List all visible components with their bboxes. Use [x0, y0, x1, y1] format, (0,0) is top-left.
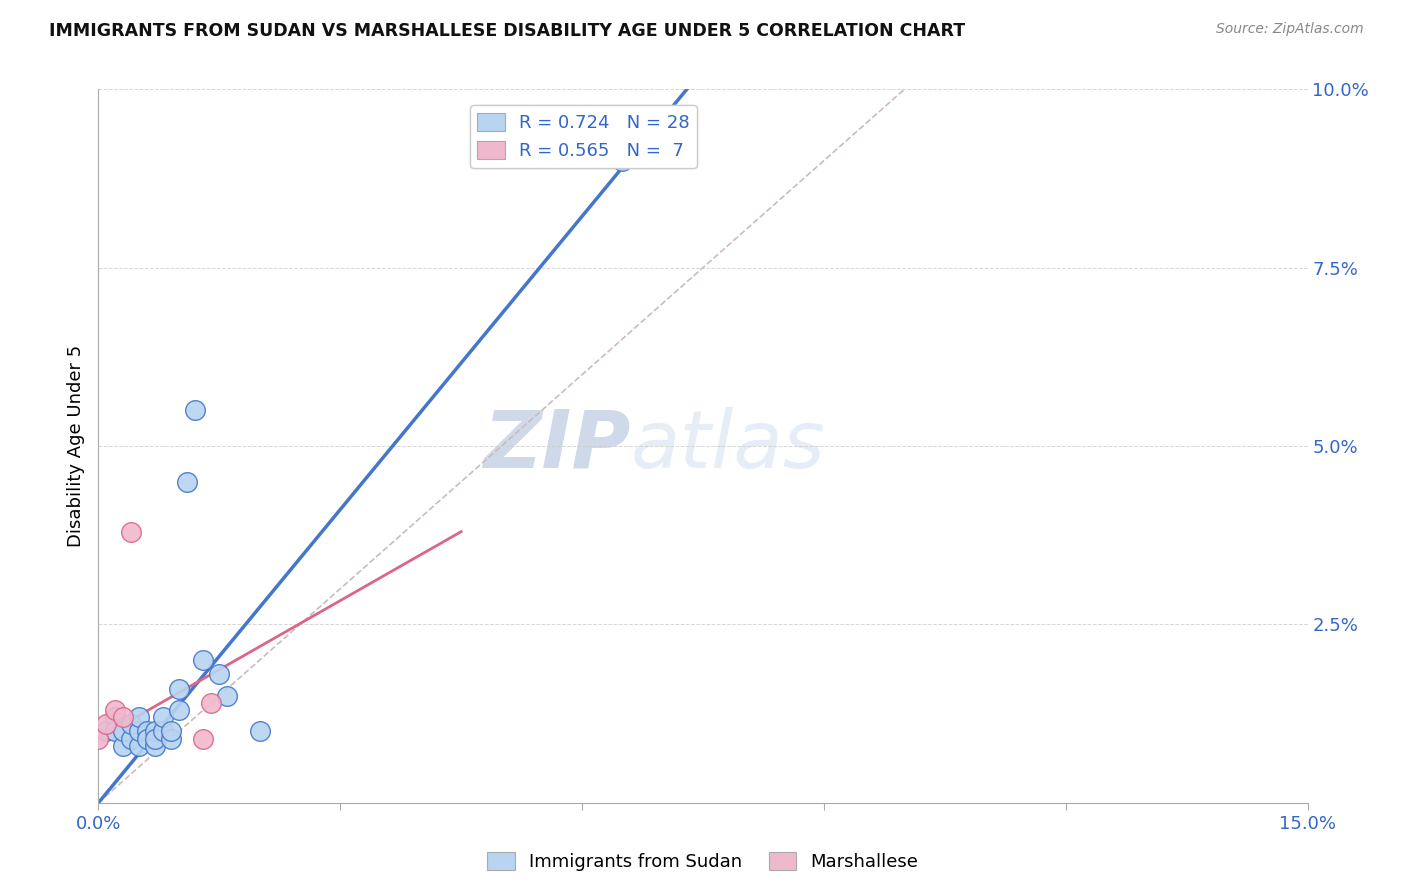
Point — [87, 731, 110, 746]
Point — [103, 703, 125, 717]
Legend: R = 0.724   N = 28, R = 0.565   N =  7: R = 0.724 N = 28, R = 0.565 N = 7 — [470, 105, 697, 168]
Text: ZIP: ZIP — [484, 407, 630, 485]
Point — [152, 710, 174, 724]
Point — [143, 724, 166, 739]
Point — [111, 739, 134, 753]
Point — [612, 153, 634, 168]
Text: Source: ZipAtlas.com: Source: ZipAtlas.com — [1216, 22, 1364, 37]
Point — [184, 403, 207, 417]
Point — [143, 731, 166, 746]
Point — [111, 724, 134, 739]
Text: IMMIGRANTS FROM SUDAN VS MARSHALLESE DISABILITY AGE UNDER 5 CORRELATION CHART: IMMIGRANTS FROM SUDAN VS MARSHALLESE DIS… — [49, 22, 966, 40]
Point — [167, 703, 190, 717]
Point — [193, 653, 215, 667]
Point — [103, 710, 125, 724]
Point — [96, 724, 118, 739]
Legend: Immigrants from Sudan, Marshallese: Immigrants from Sudan, Marshallese — [481, 845, 925, 879]
Point — [249, 724, 271, 739]
Point — [120, 524, 142, 539]
Point — [208, 667, 231, 681]
Y-axis label: Disability Age Under 5: Disability Age Under 5 — [66, 345, 84, 547]
Point — [128, 739, 150, 753]
Point — [167, 681, 190, 696]
Point — [135, 731, 157, 746]
Point — [152, 724, 174, 739]
Point — [103, 724, 125, 739]
Point — [128, 724, 150, 739]
Point — [135, 724, 157, 739]
Point — [128, 710, 150, 724]
Point — [143, 739, 166, 753]
Point — [193, 731, 215, 746]
Text: atlas: atlas — [630, 407, 825, 485]
Point — [120, 731, 142, 746]
Point — [176, 475, 198, 489]
Point — [160, 724, 183, 739]
Point — [120, 717, 142, 731]
Point — [111, 710, 134, 724]
Point — [200, 696, 222, 710]
Point — [96, 717, 118, 731]
Point — [217, 689, 239, 703]
Point — [160, 731, 183, 746]
